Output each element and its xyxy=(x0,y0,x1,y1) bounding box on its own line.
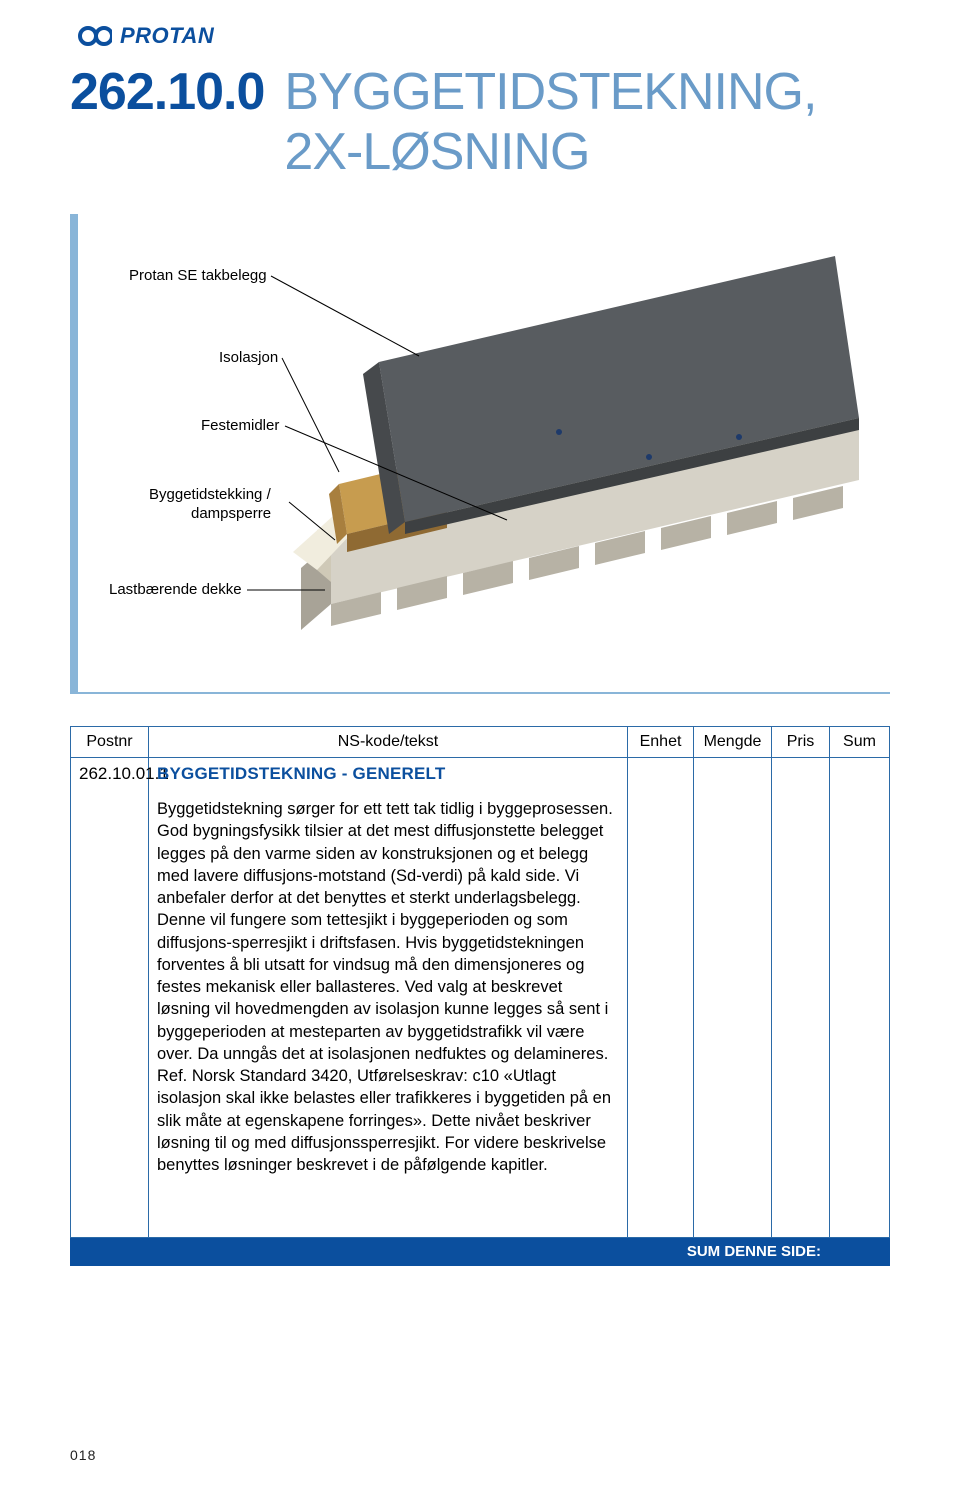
diagram-label: Lastbærende dekke xyxy=(109,581,242,598)
table-header-row: Postnr NS-kode/tekst Enhet Mengde Pris S… xyxy=(71,727,890,758)
title-text: BYGGETIDSTEKNING, 2X-LØSNING xyxy=(284,62,890,182)
spec-table: Postnr NS-kode/tekst Enhet Mengde Pris S… xyxy=(70,726,890,1266)
cell-text: BYGGETIDSTEKNING - GENERELT Byggetidstek… xyxy=(149,758,628,1238)
diagram-label: Byggetidstekking / xyxy=(149,486,272,503)
logo-icon xyxy=(70,20,112,52)
th-postnr: Postnr xyxy=(71,727,149,758)
row-body: Byggetidstekning sørger for ett tett tak… xyxy=(157,798,619,1177)
cell-sum xyxy=(830,758,890,1238)
sum-value xyxy=(830,1238,890,1266)
cell-mengde xyxy=(694,758,772,1238)
diagram-container: Protan SE takbelegg Isolasjon Festemidler B… xyxy=(70,214,890,694)
sum-row: SUM DENNE SIDE: xyxy=(71,1238,890,1266)
diagram-label: Isolasjon xyxy=(219,349,278,366)
th-mengde: Mengde xyxy=(694,727,772,758)
brand-name: PROTAN xyxy=(120,23,214,49)
title-code: 262.10.0 xyxy=(70,62,264,122)
diagram-label: dampsperre xyxy=(191,505,271,522)
brand-logo: PROTAN xyxy=(70,20,890,52)
cell-postnr: 262.10.01.1 xyxy=(71,758,149,1238)
cell-pris xyxy=(772,758,830,1238)
th-sum: Sum xyxy=(830,727,890,758)
row-title: BYGGETIDSTEKNING - GENERELT xyxy=(157,764,619,784)
page-number: 018 xyxy=(70,1447,96,1463)
th-text: NS-kode/tekst xyxy=(149,727,628,758)
th-pris: Pris xyxy=(772,727,830,758)
table-row: 262.10.01.1 BYGGETIDSTEKNING - GENERELT … xyxy=(71,758,890,1238)
page-title: 262.10.0 BYGGETIDSTEKNING, 2X-LØSNING xyxy=(70,62,890,182)
diagram-label: Protan SE takbelegg xyxy=(129,267,267,284)
roof-diagram: Protan SE takbelegg Isolasjon Festemidler B… xyxy=(88,232,890,682)
th-enhet: Enhet xyxy=(628,727,694,758)
sum-label: SUM DENNE SIDE: xyxy=(71,1238,830,1266)
diagram-label: Festemidler xyxy=(201,417,279,434)
cell-enhet xyxy=(628,758,694,1238)
